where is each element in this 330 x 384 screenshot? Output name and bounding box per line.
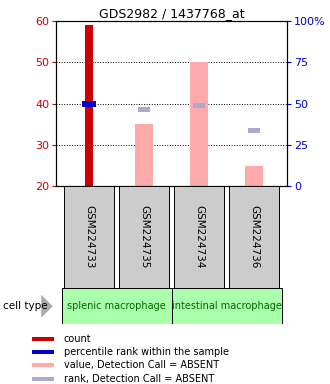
Bar bbox=[32, 350, 54, 354]
Bar bbox=[245, 166, 263, 186]
Bar bbox=[190, 63, 208, 186]
Bar bbox=[119, 186, 169, 288]
Bar bbox=[32, 363, 54, 367]
Bar bbox=[62, 288, 172, 324]
Text: percentile rank within the sample: percentile rank within the sample bbox=[64, 347, 229, 357]
Bar bbox=[85, 25, 93, 186]
Bar bbox=[138, 108, 150, 113]
Text: cell type: cell type bbox=[3, 301, 48, 311]
Text: GSM224736: GSM224736 bbox=[249, 205, 259, 269]
Bar bbox=[135, 124, 153, 186]
Text: value, Detection Call = ABSENT: value, Detection Call = ABSENT bbox=[64, 360, 219, 370]
Text: splenic macrophage: splenic macrophage bbox=[67, 301, 166, 311]
Bar bbox=[248, 128, 260, 133]
Text: GSM224733: GSM224733 bbox=[84, 205, 94, 269]
Text: GSM224734: GSM224734 bbox=[194, 205, 204, 269]
Title: GDS2982 / 1437768_at: GDS2982 / 1437768_at bbox=[99, 7, 245, 20]
Text: GSM224735: GSM224735 bbox=[139, 205, 149, 269]
Bar bbox=[82, 101, 96, 107]
Bar bbox=[174, 186, 224, 288]
Polygon shape bbox=[41, 295, 53, 318]
Bar bbox=[229, 186, 280, 288]
Bar bbox=[172, 288, 281, 324]
Bar bbox=[64, 186, 115, 288]
Text: intestinal macrophage: intestinal macrophage bbox=[172, 301, 281, 311]
Text: rank, Detection Call = ABSENT: rank, Detection Call = ABSENT bbox=[64, 374, 214, 384]
Bar bbox=[193, 103, 205, 108]
Bar bbox=[32, 337, 54, 341]
Text: count: count bbox=[64, 334, 91, 344]
Bar bbox=[32, 377, 54, 381]
